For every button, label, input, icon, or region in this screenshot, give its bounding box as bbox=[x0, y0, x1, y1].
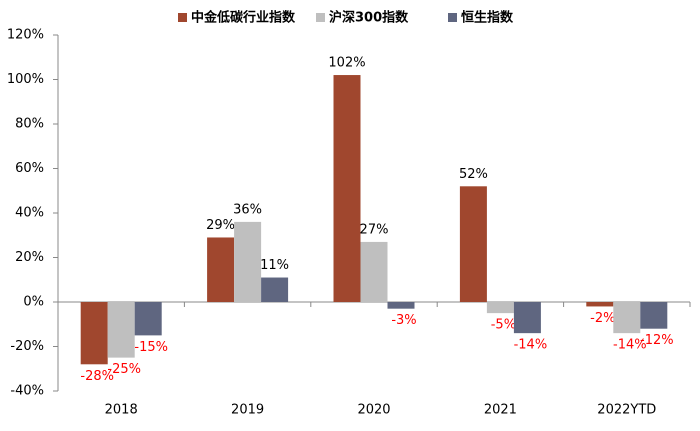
data-label: -15% bbox=[134, 340, 168, 355]
bar bbox=[107, 302, 135, 358]
bar bbox=[360, 241, 388, 302]
x-tick-label: 2018 bbox=[105, 403, 138, 418]
y-tick-label: 20% bbox=[15, 250, 44, 265]
data-label: -25% bbox=[107, 362, 141, 377]
data-label: -5% bbox=[491, 318, 516, 333]
bar bbox=[207, 237, 235, 302]
legend-label: 中金低碳行业指数 bbox=[191, 10, 296, 26]
data-label: -28% bbox=[80, 369, 114, 384]
data-label: -12% bbox=[640, 333, 674, 348]
y-tick-label: 0% bbox=[23, 295, 44, 310]
bar bbox=[333, 75, 361, 302]
bar bbox=[459, 186, 487, 302]
bar bbox=[486, 302, 514, 314]
legend-swatch bbox=[448, 13, 457, 22]
x-tick-label: 2022YTD bbox=[597, 403, 656, 418]
x-tick-label: 2020 bbox=[357, 403, 390, 418]
data-label: 11% bbox=[260, 258, 289, 273]
data-label: 52% bbox=[459, 167, 488, 182]
x-tick-label: 2021 bbox=[484, 403, 517, 418]
bar bbox=[586, 302, 614, 307]
data-label: -14% bbox=[514, 338, 548, 353]
data-label: 36% bbox=[233, 202, 262, 217]
data-label: 102% bbox=[328, 56, 365, 71]
data-label: 27% bbox=[360, 222, 389, 237]
y-tick-label: 40% bbox=[15, 206, 44, 221]
legend-label: 沪深300指数 bbox=[329, 10, 409, 26]
legend-label: 恒生指数 bbox=[461, 10, 514, 26]
bar bbox=[134, 302, 162, 336]
legend-swatch bbox=[316, 13, 325, 22]
y-tick-label: -40% bbox=[10, 384, 44, 399]
y-tick-label: 80% bbox=[15, 117, 44, 132]
y-tick-label: 100% bbox=[7, 72, 44, 87]
y-tick-label: 120% bbox=[7, 28, 44, 43]
bar bbox=[613, 302, 641, 334]
x-tick-label: 2019 bbox=[231, 403, 264, 418]
data-label: -14% bbox=[613, 338, 647, 353]
data-label: -2% bbox=[590, 311, 615, 326]
data-label: -3% bbox=[391, 313, 416, 328]
data-label: 29% bbox=[206, 218, 235, 233]
y-tick-label: -20% bbox=[10, 339, 44, 354]
bar bbox=[640, 302, 668, 329]
bar bbox=[80, 302, 108, 365]
bar bbox=[234, 221, 262, 302]
bar bbox=[387, 302, 415, 309]
bar bbox=[513, 302, 541, 334]
bar bbox=[261, 277, 289, 302]
legend-swatch bbox=[178, 13, 187, 22]
y-tick-label: 60% bbox=[15, 161, 44, 176]
